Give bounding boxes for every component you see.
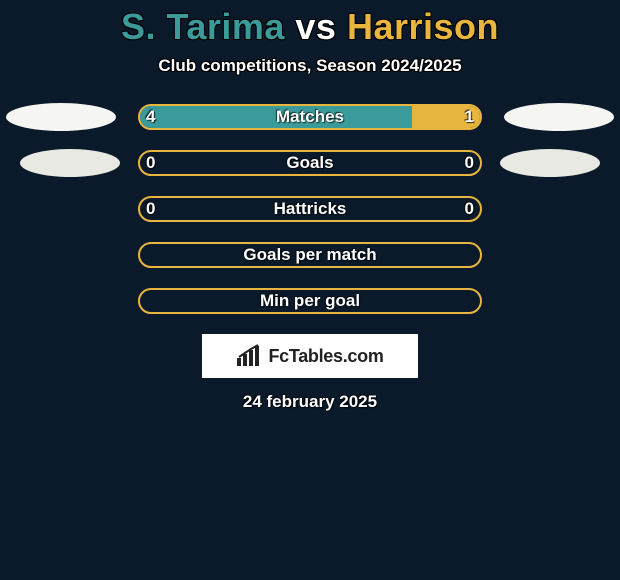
stat-row: Hattricks0 0 (0, 196, 620, 222)
stat-bar: Hattricks (138, 196, 482, 222)
title-right-player: Harrison (347, 6, 499, 47)
fill-left (140, 106, 412, 128)
stat-label: Goals (140, 152, 480, 174)
title-left-player: S. Tarima (121, 6, 285, 47)
left-badge (20, 149, 120, 177)
comparison-card: S. Tarima vs Harrison Club competitions,… (0, 0, 620, 412)
stat-value-left: 4 (146, 104, 176, 130)
stat-label: Goals per match (140, 244, 480, 266)
right-badge (504, 103, 614, 131)
left-badge (6, 103, 116, 131)
stat-label: Min per goal (140, 290, 480, 312)
title-vs: vs (285, 6, 347, 47)
stat-value-right: 0 (444, 196, 474, 222)
logo-text: FcTables.com (268, 346, 383, 367)
site-logo[interactable]: FcTables.com (202, 334, 418, 378)
stat-value-left: 0 (146, 150, 176, 176)
stat-value-right: 1 (444, 104, 474, 130)
stat-bar: Goals (138, 150, 482, 176)
stat-label: Hattricks (140, 198, 480, 220)
logo-bars-icon (236, 344, 264, 368)
stat-bar: Matches (138, 104, 482, 130)
stat-row: Goals0 0 (0, 150, 620, 176)
subtitle: Club competitions, Season 2024/2025 (0, 56, 620, 76)
stat-bar: Min per goal (138, 288, 482, 314)
date-text: 24 february 2025 (0, 392, 620, 412)
stat-rows: Matches41Goals00Hattricks00Goals per mat… (0, 104, 620, 314)
stat-value-right: 0 (444, 150, 474, 176)
page-title: S. Tarima vs Harrison (0, 6, 620, 48)
stat-bar: Goals per match (138, 242, 482, 268)
stat-row: Min per goal (0, 288, 620, 314)
right-badge (500, 149, 600, 177)
stat-row: Matches4 1 (0, 104, 620, 130)
stat-row: Goals per match (0, 242, 620, 268)
stat-value-left: 0 (146, 196, 176, 222)
